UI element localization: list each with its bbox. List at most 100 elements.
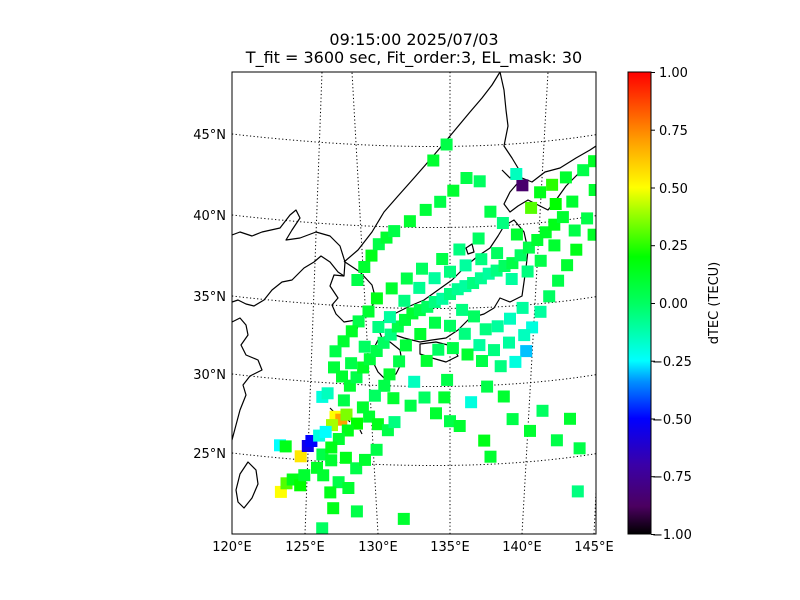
coastline-korea <box>329 261 377 323</box>
dtec-point <box>561 259 574 272</box>
dtec-point <box>571 485 584 498</box>
dtec-point <box>419 203 432 216</box>
dtec-point <box>393 355 406 368</box>
dtec-point <box>453 420 466 432</box>
dtec-point <box>446 342 459 355</box>
colorbar-label: dTEC (TECU) <box>707 262 722 345</box>
dtec-point <box>559 171 572 184</box>
lon-label: 120°E <box>212 540 252 555</box>
dtec-point <box>385 282 398 295</box>
lat-label: 45°N <box>193 128 226 143</box>
dtec-point <box>340 408 353 421</box>
dtec-point <box>400 272 413 285</box>
dtec-point <box>506 413 519 426</box>
dtec-point <box>428 272 441 285</box>
dtec-point <box>356 401 369 414</box>
dtec-point <box>521 265 534 278</box>
dtec-point <box>388 225 401 238</box>
colorbar-tick-label: −1.00 <box>652 528 692 543</box>
dtec-point <box>444 319 456 332</box>
dtec-point <box>516 179 529 192</box>
meridian-130e <box>351 72 379 534</box>
dtec-point <box>478 434 491 447</box>
dtec-point <box>441 373 454 386</box>
dtec-point <box>370 443 383 456</box>
dtec-point <box>447 184 460 197</box>
dtec-point <box>378 379 391 392</box>
dtec-point <box>432 343 445 356</box>
dtec-point <box>414 328 427 340</box>
colorbar-ticks <box>651 72 655 535</box>
dtec-point <box>362 305 375 318</box>
dtec-point <box>465 396 478 409</box>
dtec-point <box>456 303 469 316</box>
colorbar-tick-label: 0.50 <box>659 182 688 197</box>
dtec-point <box>548 239 561 252</box>
dtec-point <box>351 417 363 430</box>
dtec-point <box>475 253 488 266</box>
dtec-point <box>383 311 396 324</box>
dtec-point <box>534 186 547 199</box>
dtec-point <box>556 211 569 224</box>
dtec-point <box>581 212 594 225</box>
coastline-taiwan <box>235 461 259 509</box>
dtec-point <box>434 195 447 208</box>
lon-label: 125°E <box>285 540 325 555</box>
colorbar-tick-label: −0.75 <box>652 470 692 485</box>
dtec-point <box>324 486 337 499</box>
dtec-point <box>484 205 497 218</box>
dtec-point <box>371 418 384 431</box>
dtec-point <box>327 502 340 515</box>
dtec-point <box>494 360 507 373</box>
dtec-point <box>332 476 345 489</box>
dtec-point <box>504 312 516 325</box>
dtec-point <box>491 320 504 333</box>
dtec-point <box>484 450 497 463</box>
dtec-point <box>525 201 538 214</box>
dtec-point <box>329 345 342 358</box>
lon-label: 145°E <box>574 540 614 555</box>
lon-label: 140°E <box>502 540 542 555</box>
dtec-point <box>350 505 363 518</box>
dtec-point <box>321 387 334 400</box>
graticule <box>232 72 596 534</box>
dtec-point <box>370 292 383 305</box>
dtec-point <box>524 424 536 437</box>
dtec-point <box>573 442 586 455</box>
dtec-point <box>358 261 371 273</box>
dtec-point <box>459 259 472 272</box>
dtec-point <box>514 249 527 262</box>
dtec-point <box>430 407 442 420</box>
colorbar-tick-label: −0.50 <box>652 413 692 428</box>
dtec-point <box>520 345 533 358</box>
colorbar-tick-label: 0.25 <box>659 239 688 254</box>
dtec-point <box>458 327 471 340</box>
dtec-point <box>337 394 350 407</box>
dtec-point <box>570 243 583 256</box>
dtec-point <box>345 325 358 338</box>
dtec-point <box>566 195 579 208</box>
lat-label: 30°N <box>193 368 226 383</box>
dtec-point <box>328 361 340 374</box>
dtec-point <box>438 391 451 404</box>
dtec-point <box>473 175 486 188</box>
dtec-point <box>461 348 474 361</box>
dtec-point <box>588 184 596 196</box>
dtec-point <box>543 290 556 303</box>
dtec-point <box>588 155 596 168</box>
dtec-point <box>418 391 431 404</box>
dtec-point <box>352 315 365 328</box>
dtec-point <box>444 415 456 428</box>
dtec-point <box>546 178 559 191</box>
lat-label: 35°N <box>193 290 226 305</box>
dtec-point <box>372 321 385 333</box>
dtec-point <box>444 265 456 278</box>
plot-title-time: 09:15:00 2025/07/03 <box>329 30 499 49</box>
dtec-point <box>505 273 518 285</box>
colorbar-tick-label: −0.25 <box>652 355 692 370</box>
dtec-point <box>587 228 596 241</box>
longitude-labels: 120°E 125°E 130°E 135°E 140°E 145°E <box>212 540 614 555</box>
dtec-point <box>427 154 440 167</box>
dtec-point <box>398 294 411 307</box>
